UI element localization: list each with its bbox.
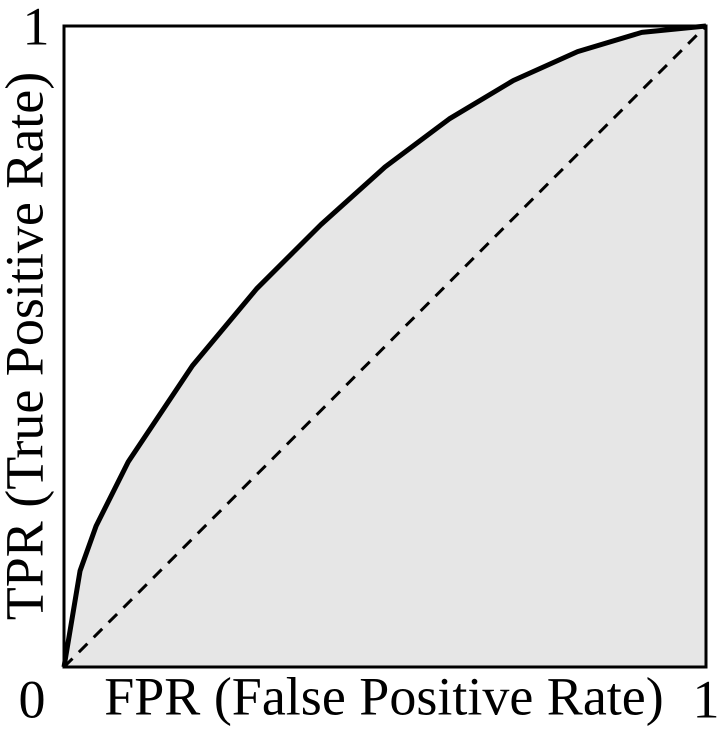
diagonal-line bbox=[62, 24, 708, 669]
x-axis-label: FPR (False Positive Rate) bbox=[104, 666, 664, 726]
y-axis-label: TPR (True Positive Rate) bbox=[0, 72, 54, 621]
x-tick-label: 0 bbox=[19, 669, 46, 729]
roc-curve bbox=[61, 23, 707, 668]
y-tick-label: 1 bbox=[23, 0, 50, 56]
x-tick-label: 1 bbox=[693, 669, 720, 729]
plot-frame bbox=[62, 24, 708, 669]
